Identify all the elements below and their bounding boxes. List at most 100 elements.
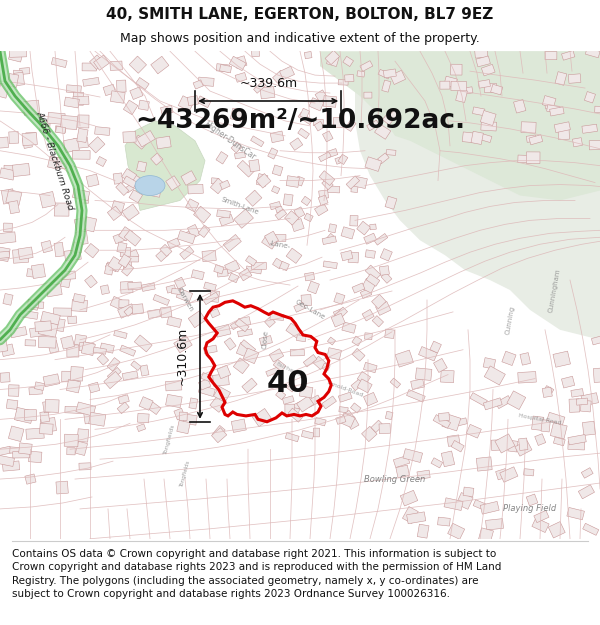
Bar [160, 244, 172, 256]
Bar [54, 242, 64, 257]
Bar [294, 207, 305, 218]
Bar [83, 217, 97, 232]
Text: Cunning: Cunning [505, 305, 515, 335]
Bar [215, 324, 231, 337]
Bar [473, 499, 491, 512]
Bar [28, 451, 42, 462]
Bar [593, 368, 600, 382]
Bar [301, 196, 311, 206]
Bar [328, 186, 340, 193]
Bar [34, 382, 44, 391]
Bar [174, 336, 192, 352]
Bar [286, 406, 299, 414]
Bar [1, 344, 14, 356]
Bar [285, 432, 299, 442]
Bar [542, 96, 556, 108]
Bar [238, 329, 253, 337]
Bar [285, 404, 295, 415]
Bar [518, 155, 532, 163]
Bar [550, 107, 564, 116]
Bar [357, 379, 372, 393]
Bar [73, 151, 90, 159]
Bar [241, 340, 256, 353]
Bar [471, 131, 484, 144]
Bar [38, 321, 58, 338]
Bar [514, 99, 526, 113]
Bar [461, 87, 473, 94]
Bar [64, 249, 81, 261]
Bar [283, 194, 293, 206]
Bar [496, 469, 508, 480]
Bar [272, 165, 283, 176]
Bar [0, 251, 10, 259]
Bar [54, 203, 69, 216]
Bar [29, 327, 46, 338]
Bar [77, 429, 89, 442]
Bar [3, 294, 13, 305]
Bar [71, 299, 88, 312]
Bar [45, 399, 59, 412]
Bar [123, 131, 136, 142]
Bar [480, 501, 499, 514]
Bar [353, 176, 367, 189]
Bar [325, 50, 340, 64]
Bar [520, 352, 530, 365]
Bar [229, 56, 246, 71]
Bar [403, 449, 422, 462]
Bar [199, 379, 211, 390]
Bar [457, 418, 467, 426]
Bar [89, 412, 106, 426]
Bar [111, 201, 125, 213]
Bar [0, 455, 14, 466]
Bar [584, 91, 595, 103]
Bar [448, 523, 465, 539]
Bar [108, 257, 124, 272]
Bar [326, 149, 338, 158]
Bar [280, 261, 289, 271]
Bar [0, 232, 16, 244]
Bar [203, 345, 217, 354]
Text: -Lane-: -Lane- [269, 241, 291, 250]
Bar [203, 292, 219, 304]
Bar [545, 101, 554, 109]
Bar [239, 268, 252, 281]
Bar [62, 271, 76, 279]
Bar [82, 63, 97, 71]
Bar [166, 394, 182, 408]
Bar [272, 186, 280, 194]
Bar [322, 131, 333, 142]
Bar [322, 178, 333, 190]
Bar [334, 309, 344, 318]
Bar [26, 428, 44, 439]
Bar [40, 121, 50, 131]
Bar [385, 329, 395, 339]
Bar [43, 401, 55, 413]
Bar [73, 294, 85, 303]
Bar [410, 379, 424, 389]
Bar [334, 293, 345, 304]
Bar [377, 153, 389, 164]
Bar [210, 309, 220, 318]
Bar [273, 359, 286, 371]
Bar [94, 55, 109, 70]
Bar [122, 204, 139, 221]
Bar [0, 137, 8, 148]
Bar [124, 100, 138, 115]
Bar [140, 365, 149, 376]
Bar [121, 281, 133, 293]
Bar [481, 64, 495, 76]
Bar [217, 365, 231, 379]
Bar [390, 70, 406, 84]
Bar [272, 71, 286, 83]
Bar [237, 161, 254, 177]
Bar [132, 304, 143, 314]
Bar [433, 414, 451, 428]
Bar [22, 132, 37, 146]
Polygon shape [355, 51, 600, 340]
Bar [6, 189, 22, 206]
Bar [40, 418, 56, 432]
Bar [583, 523, 599, 536]
Text: Higher-DunsCar: Higher-DunsCar [203, 119, 257, 162]
Bar [121, 263, 134, 276]
Bar [224, 260, 240, 274]
